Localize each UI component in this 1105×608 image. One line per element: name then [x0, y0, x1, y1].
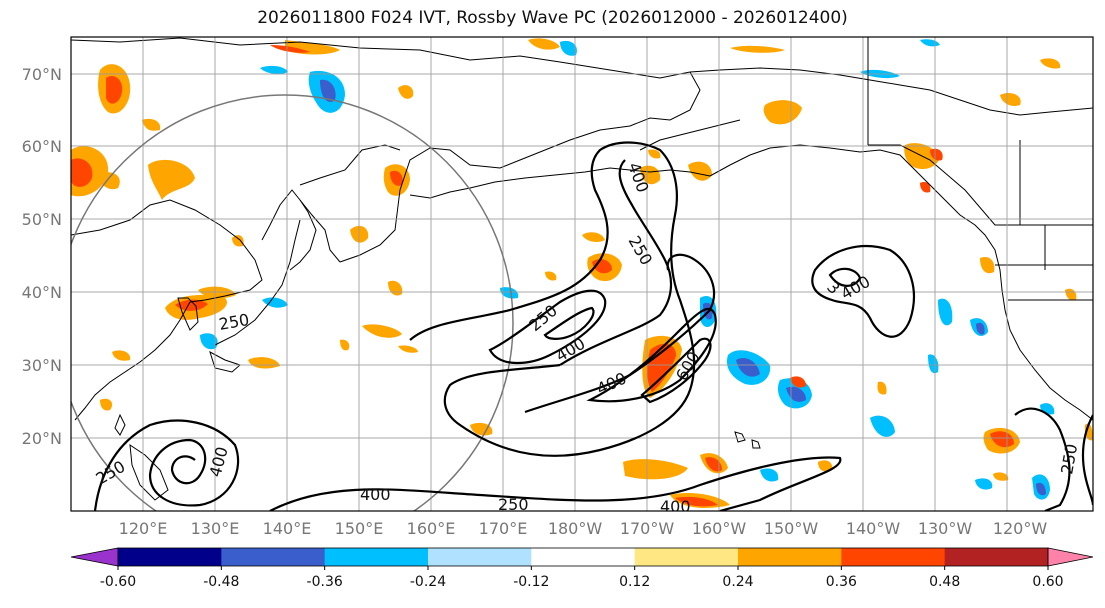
contour-label: 400 [360, 485, 391, 504]
colorbar-tick-label: -0.60 [100, 574, 136, 590]
map-area: 400 250 250 400 400 600 3 400 250 250 40… [71, 37, 1093, 516]
lon-tick-label: 140°W [846, 519, 901, 538]
colorbar-tick-label: 0.36 [826, 574, 857, 590]
contour-label: 250 [498, 495, 529, 514]
colorbar-extend-high [1047, 547, 1094, 567]
colorbar-segment [944, 548, 1049, 566]
lon-tick-label: 150°E [335, 519, 384, 538]
lon-tick-label: 150°W [764, 519, 819, 538]
lon-tick-label: 140°E [263, 519, 312, 538]
lat-tick-label: 30°N [22, 356, 62, 375]
lon-tick-label: 180°W [548, 519, 603, 538]
colorbar-segment [118, 548, 222, 566]
lat-tick-label: 50°N [22, 210, 62, 229]
colorbar-segment [428, 548, 532, 566]
colorbar-tick-label: 0.60 [1032, 574, 1063, 590]
contour-label: 400 [660, 497, 691, 516]
colorbar-extend-low [70, 547, 119, 567]
colorbar-tick-label: 0.12 [619, 574, 650, 590]
lat-tick-label: 70°N [22, 65, 62, 84]
colorbar-frame [117, 547, 1049, 567]
colorbar-segment [531, 548, 636, 566]
colorbar-tick-label: -0.24 [410, 574, 446, 590]
colorbar-segment [634, 548, 739, 566]
colorbar-tick-label: -0.48 [203, 574, 239, 590]
lon-tick-label: 120°E [119, 519, 168, 538]
gridlines [71, 37, 1093, 511]
lon-tick-label: 170°W [620, 519, 675, 538]
lon-tick-label: 130°E [191, 519, 240, 538]
colorbar-tick-label: -0.12 [513, 574, 549, 590]
anomaly-shading [71, 38, 1093, 508]
ivt-contours [93, 141, 1093, 511]
lat-tick-label: 20°N [22, 429, 62, 448]
map-frame [70, 36, 1094, 512]
lon-tick-label: 160°E [407, 519, 456, 538]
lon-tick-label: 170°E [479, 519, 528, 538]
colorbar-segment [221, 548, 326, 566]
lon-tick-label: 160°W [692, 519, 747, 538]
colorbar-tick-label: -0.36 [307, 574, 343, 590]
lon-tick-label: 130°W [918, 519, 973, 538]
lon-tick-label: 120°W [993, 519, 1048, 538]
colorbar-tick-label: 0.24 [722, 574, 753, 590]
lat-tick-label: 60°N [22, 137, 62, 156]
colorbar-segment [324, 548, 429, 566]
colorbar-tick-label: 0.48 [929, 574, 960, 590]
map-title: 2026011800 F024 IVT, Rossby Wave PC (202… [257, 8, 848, 28]
lat-axis: 70°N 60°N 50°N 40°N 30°N 20°N [22, 65, 62, 448]
reference-circle [71, 94, 514, 511]
colorbar-segment [841, 548, 946, 566]
lat-tick-label: 40°N [22, 283, 62, 302]
lon-axis: 120°E 130°E 140°E 150°E 160°E 170°E 180°… [119, 519, 1048, 538]
colorbar-segment [738, 548, 842, 566]
colorbar: -0.60 -0.48 -0.36 -0.24 -0.12 0.12 0.24 0.36 0.4… [70, 547, 1094, 590]
